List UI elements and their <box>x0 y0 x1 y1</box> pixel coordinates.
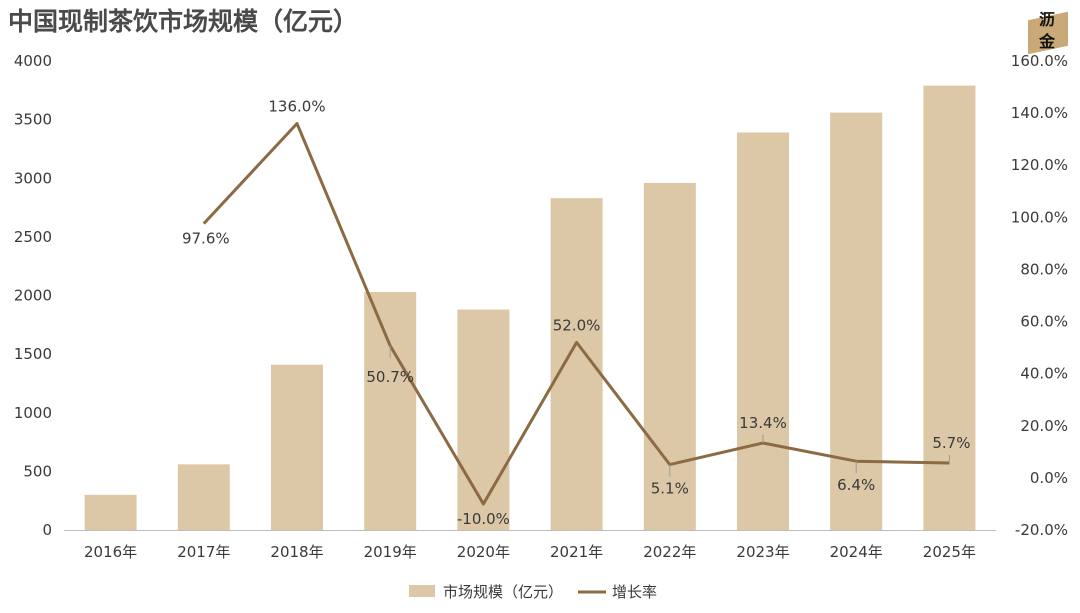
bar <box>737 132 789 530</box>
x-tick-label: 2025年 <box>923 543 976 561</box>
bar <box>84 494 137 530</box>
y-left-tick-label: 3500 <box>14 111 52 129</box>
bar <box>643 182 696 530</box>
x-tick-label: 2019年 <box>364 543 417 561</box>
y-right-tick-label: 140.0% <box>1011 104 1068 122</box>
y-left-tick-label: 2500 <box>14 228 52 246</box>
growth-data-label: 6.4% <box>837 476 875 494</box>
x-tick-label: 2016年 <box>84 543 137 561</box>
x-tick-label: 2023年 <box>736 543 789 561</box>
legend-swatch-bar <box>409 585 435 597</box>
bar <box>364 291 417 530</box>
legend-label-growth-rate: 增长率 <box>612 583 657 601</box>
bar <box>177 464 230 530</box>
growth-data-label: 52.0% <box>553 316 601 334</box>
bar <box>457 309 510 530</box>
y-left-tick-label: 1000 <box>14 404 52 422</box>
x-tick-label: 2021年 <box>550 543 603 561</box>
y-right-tick-label: 0.0% <box>1030 469 1068 487</box>
y-right-tick-label: 120.0% <box>1011 156 1068 174</box>
growth-data-label: 97.6% <box>182 230 230 248</box>
growth-data-label: -10.0% <box>457 510 510 528</box>
y-right-tick-label: -20.0% <box>1015 521 1068 539</box>
y-left-tick-label: 4000 <box>14 52 52 70</box>
growth-rate-line <box>202 122 950 506</box>
growth-data-label: 136.0% <box>268 98 325 116</box>
brand-logo: 沥 金 <box>1014 2 1076 58</box>
legend-label-market-size: 市场规模（亿元） <box>443 583 563 601</box>
y-right-tick-label: 100.0% <box>1011 208 1068 226</box>
growth-data-label: 5.7% <box>932 434 970 452</box>
x-tick-label: 2018年 <box>270 543 323 561</box>
y-left-tick-label: 3000 <box>14 169 52 187</box>
x-tick-label: 2020年 <box>457 543 510 561</box>
x-tick-label: 2017年 <box>177 543 230 561</box>
y-left-tick-label: 0 <box>42 521 52 539</box>
x-tick-label: 2022年 <box>643 543 696 561</box>
chart-title: 中国现制茶饮市场规模（亿元） <box>8 7 359 36</box>
y-right-tick-label: 20.0% <box>1020 417 1068 435</box>
y-right-tick-label: 80.0% <box>1020 260 1068 278</box>
bar <box>271 364 323 530</box>
y-right-tick-label: 160.0% <box>1011 52 1068 70</box>
y-left-tick-label: 1500 <box>14 345 52 363</box>
logo-text-line2: 金 <box>1038 32 1055 51</box>
growth-data-label: 50.7% <box>366 368 414 386</box>
y-left-tick-label: 500 <box>23 462 52 480</box>
logo-text-line1: 沥 <box>1038 10 1055 29</box>
y-left-tick-label: 2000 <box>14 287 52 305</box>
y-right-tick-label: 60.0% <box>1020 313 1068 331</box>
y-right-tick-label: 40.0% <box>1020 365 1068 383</box>
growth-data-label: 5.1% <box>651 480 689 498</box>
growth-data-label: 13.4% <box>739 414 787 432</box>
x-tick-label: 2024年 <box>830 543 883 561</box>
